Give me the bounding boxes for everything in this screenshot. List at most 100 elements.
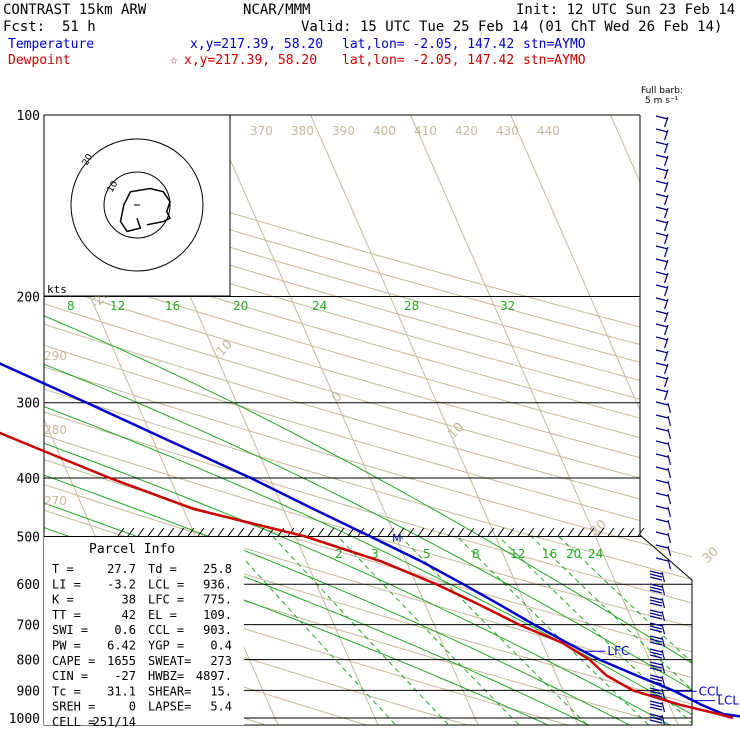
wind-barb-flag [649,651,663,656]
hatch-mark [597,527,605,537]
wind-barb-flag [655,219,669,224]
hatch-mark [127,527,135,537]
wind-barb-flag [649,602,663,607]
hatch-mark [477,527,485,537]
pressure-label: 900 [17,684,40,699]
wind-barb-flag [649,576,663,581]
dry-adiabat-line [44,115,692,725]
dry-adiabat-label: 280 [44,423,67,437]
hatch-mark [217,527,225,537]
isotherm-label: -10 [210,337,236,363]
legend-dewpoint-stn: stn=AYMO [523,53,586,68]
hatch-mark [397,527,405,537]
hatch-mark [277,527,285,537]
moist-adiabat-line [44,296,641,725]
moist-adiabat-label: 16 [165,299,180,313]
fcst-label: Fcst: [3,19,45,35]
parcel-info-value: T = [52,562,74,576]
hatch-mark [447,527,455,537]
barb-key-line2: 5 m s⁻¹ [645,96,679,106]
wind-barb-flag [649,700,663,705]
hatch-mark [187,527,195,537]
parcel-info-value: LAPSE= [148,700,191,714]
hatch-mark [407,527,415,537]
parcel-info-value: 25.8 [203,562,232,576]
wind-barb-flag [649,713,663,718]
parcel-info-value: 109. [203,608,232,622]
moist-adiabat-line [44,296,601,725]
mixing-ratio-label: 12 [510,547,525,561]
moist-adiabat-line [44,296,692,725]
pressure-label: 400 [17,472,40,487]
wind-barb-flag [655,206,669,211]
wind-barb-flag [655,531,669,536]
hatch-mark [177,527,185,537]
barb-key-line1: Full barb: [641,86,683,96]
dry-adiabat-label: 440 [537,124,560,138]
wind-barb-staff [667,558,672,570]
parcel-info-value: LCL = [148,577,184,591]
pressure-label: 800 [17,654,40,669]
legend-dewpoint-xy: x,y=217.39, 58.20 [184,53,317,68]
hatch-mark [137,527,145,537]
legend-temperature-latlon: lat,lon= -2.05, 147.42 [342,37,514,52]
mixing-ratio-line [498,536,692,725]
dry-adiabat-line [44,115,488,725]
hatch-mark [517,527,525,537]
mixing-ratio-label: 20 [566,547,581,561]
moist-adiabat-label: 20 [233,299,248,313]
wind-barb-flag [649,622,663,627]
hodograph-trace [119,187,172,233]
parcel-info-value: 903. [203,623,232,637]
dewpoint-trace [0,431,734,720]
center-name: NCAR/MMM [243,2,310,18]
moist-adiabat-line [44,296,681,725]
parcel-info-value: K = [52,593,74,607]
dry-adiabat-line [44,115,692,725]
wind-barb-flag [655,557,669,562]
mixing-ratio-label: 8 [472,547,480,561]
wind-barb-flag [655,544,669,549]
wind-barb-flag [655,492,669,497]
pressure-label: 200 [17,291,40,306]
hatch-mark [257,527,265,537]
wind-barb-flag [649,596,663,601]
wind-barb-flag [649,641,663,646]
legend-dewpoint-label: Dewpoint [8,53,71,68]
dry-adiabat-line [44,115,692,725]
hodograph-ring-10 [103,171,171,239]
wind-barb-flag [655,232,669,237]
chart-header: CONTRAST 15km ARW NCAR/MMM Init: 12 UTC … [3,2,735,106]
parcel-info-value: SWEAT= [148,654,191,668]
legend-dewpoint-latlon: lat,lon= -2.05, 147.42 [342,53,514,68]
dry-adiabat-label: 270 [44,494,67,508]
hatch-mark [497,527,505,537]
hatch-mark [327,527,335,537]
wind-barb-flag [649,609,663,614]
wind-barb-flag [655,453,669,458]
hodograph-ring-20 [70,138,204,272]
parcel-info-value: TT = [52,608,81,622]
parcel-info-value: 273 [210,654,232,668]
hatch-mark [627,527,635,537]
moist-adiabat-label: 24 [312,299,327,313]
parcel-info-value: LFC = [148,593,184,607]
wind-barb-flag [649,661,663,666]
wind-barbs [649,115,672,726]
hatch-mark [227,527,235,537]
wind-barb-flag [649,706,663,711]
pressure-label: 100 [17,109,40,124]
wind-barb-flag [649,628,663,633]
parcel-info-value: 27.7 [107,562,136,576]
wind-barb-flag [649,719,663,724]
wind-barb-flag [649,664,663,669]
hatch-mark [577,527,585,537]
level-label: LFC [607,644,629,658]
mixing-ratio-line [223,536,402,725]
wind-barb-flag [649,690,663,695]
wind-barb-flag [655,518,669,523]
mixing-ratio-label: 16 [542,547,557,561]
parcel-info-value: 0 [129,700,136,714]
moist-adiabat-label: 28 [404,299,419,313]
level-label: LCL [717,694,739,708]
